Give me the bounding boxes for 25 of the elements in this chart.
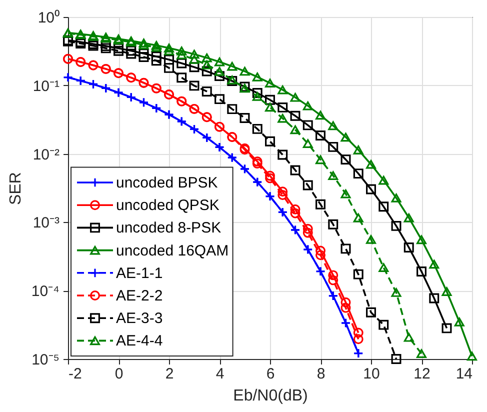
legend-label: uncoded 16QAM bbox=[116, 242, 229, 260]
y-tick-label: 10⁰ bbox=[38, 10, 60, 26]
legend-label: AE-3-3 bbox=[116, 310, 163, 328]
legend-label: AE-4-4 bbox=[116, 332, 163, 350]
y-tick-label: 10⁻¹ bbox=[32, 78, 60, 95]
y-tick-label: 10⁻³ bbox=[32, 214, 60, 232]
x-axis-title: Eb/N0(dB) bbox=[233, 388, 308, 404]
x-tick-label: 6 bbox=[266, 366, 275, 382]
x-tick-label: 0 bbox=[114, 366, 124, 382]
x-tick-label: 8 bbox=[316, 366, 326, 382]
legend-label: uncoded QPSK bbox=[116, 197, 220, 214]
x-tick-label: -2 bbox=[68, 366, 82, 382]
x-tick-label: 12 bbox=[414, 366, 430, 382]
y-tick-label: 10⁻² bbox=[32, 146, 60, 164]
legend-label: AE-2-2 bbox=[116, 288, 163, 304]
legend-label: uncoded BPSK bbox=[116, 174, 218, 192]
y-tick-label: 10⁻⁴ bbox=[31, 283, 60, 300]
y-tick-label: 10⁻⁵ bbox=[32, 352, 60, 368]
x-tick-label: 10 bbox=[363, 366, 380, 382]
y-axis-title: SER bbox=[7, 172, 24, 205]
legend-label: uncoded 8-PSK bbox=[116, 220, 222, 237]
x-tick-label: 14 bbox=[456, 366, 472, 382]
x-tick-label: 4 bbox=[216, 366, 224, 382]
legend-label: AE-1-1 bbox=[116, 264, 163, 282]
x-tick-label: 2 bbox=[165, 366, 174, 382]
